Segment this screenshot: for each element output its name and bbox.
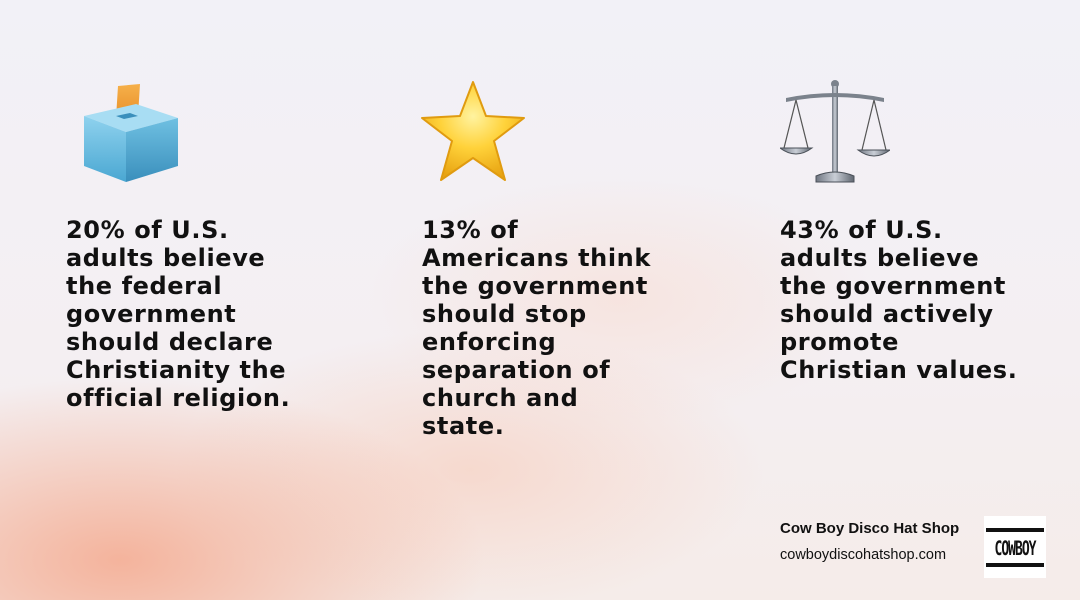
brand-url[interactable]: cowboydiscohatshop.com	[780, 547, 947, 563]
brand-name: Cow Boy Disco Hat Shop	[780, 520, 960, 537]
balance-scale-icon	[780, 80, 890, 183]
ballot-box-icon	[84, 84, 178, 182]
stat-card-separation: 13% of Americans think the government sh…	[421, 78, 712, 440]
star-icon	[421, 81, 525, 181]
stat-card-christian-values: 43% of U.S. adults believe the governmen…	[780, 78, 1070, 384]
stat-card-official-religion: 20% of U.S. adults believe the federal g…	[66, 78, 356, 412]
brand-block: Cow Boy Disco Hat Shop cowboydiscohatsho…	[780, 520, 975, 563]
stat-text: 13% of Americans think the government sh…	[422, 216, 651, 440]
logo-text: COWBOY	[994, 537, 1037, 561]
stat-text: 43% of U.S. adults believe the governmen…	[780, 216, 1018, 384]
brand-logo: COWBOY	[984, 516, 1046, 578]
stat-text: 20% of U.S. adults believe the federal g…	[66, 216, 291, 412]
